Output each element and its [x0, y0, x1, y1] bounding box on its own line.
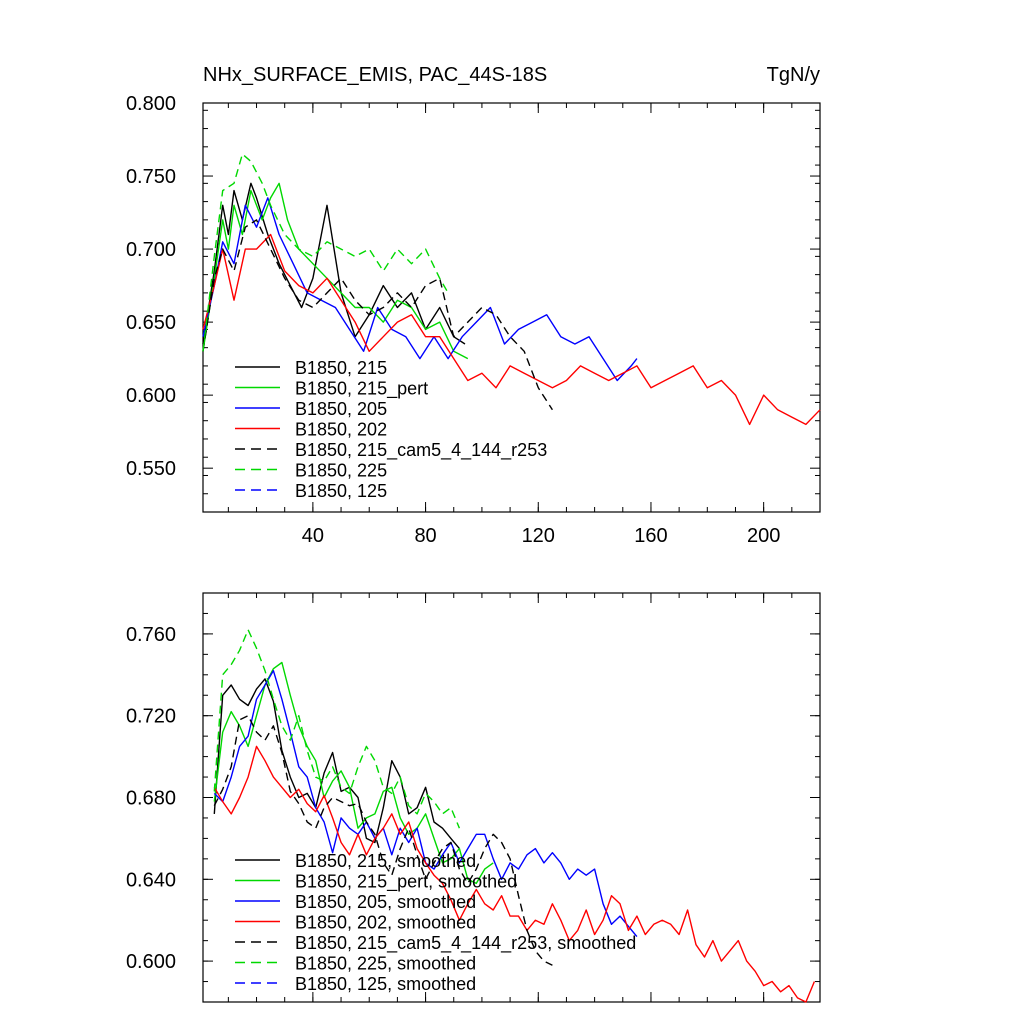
series-line-0 — [213, 678, 460, 850]
series-line-1 — [213, 661, 494, 885]
legend-label: B1850, 125, smoothed — [295, 974, 476, 994]
top-panel: 40 80 120 160 200 0.550 0.600 0.650 0.700 0.750 0.… — [126, 93, 821, 547]
y-tick-label: 0.550 — [126, 458, 176, 480]
legend-label: B1850, 225, smoothed — [295, 954, 476, 974]
series-line-5 — [213, 629, 461, 829]
legend-label: B1850, 205 — [295, 399, 387, 419]
legend-label: B1850, 215_cam5_4_144_r253 — [295, 440, 547, 461]
y-tick-label: 0.600 — [126, 951, 176, 973]
series-line-3 — [213, 745, 816, 1003]
y-tick-label: 0.750 — [126, 166, 176, 188]
y-tick-label: 0.600 — [126, 385, 176, 407]
y-tick-label: 0.800 — [126, 93, 176, 115]
legend-label: B1850, 215, smoothed — [295, 851, 476, 871]
x-tick-label: 160 — [634, 525, 667, 547]
legend-label: B1850, 215_cam5_4_144_r253, smoothed — [295, 933, 636, 954]
series-line-1 — [202, 182, 469, 360]
y-tick-label: 0.720 — [126, 706, 176, 728]
series-line-4 — [202, 219, 553, 411]
legend-label: B1850, 225 — [295, 461, 387, 481]
legend-label: B1850, 125 — [295, 481, 387, 501]
x-tick-label: 80 — [414, 525, 436, 547]
y-tick-label: 0.760 — [126, 624, 176, 646]
y-tick-label: 0.650 — [126, 312, 176, 334]
x-tick-label: 120 — [522, 525, 555, 547]
legend-label: B1850, 215_pert — [295, 379, 428, 400]
y-tick-label: 0.700 — [126, 239, 176, 261]
chart-title: NHx_SURFACE_EMIS, PAC_44S-18S — [203, 64, 547, 86]
legend-label: B1850, 202, smoothed — [295, 913, 476, 933]
series-line-4 — [213, 715, 553, 966]
series-line-3 — [202, 233, 821, 426]
bottom-panel: 0.600 0.640 0.680 0.720 0.760 B1850, 215, smo… — [126, 592, 821, 1003]
legend-label: B1850, 205, smoothed — [295, 892, 476, 912]
y-tick-label: 0.680 — [126, 788, 176, 810]
legend-label: B1850, 202 — [295, 420, 387, 440]
y-tick-label: 0.640 — [126, 869, 176, 891]
series-line-2 — [202, 197, 638, 382]
plot-frame — [202, 102, 821, 513]
legend-label: B1850, 215 — [295, 358, 387, 378]
units-label: TgN/y — [767, 64, 820, 86]
x-tick-label: 40 — [302, 525, 324, 547]
series-line-5 — [202, 153, 449, 352]
x-tick-label: 200 — [747, 525, 780, 547]
legend-label: B1850, 215_pert, smoothed — [295, 872, 517, 893]
